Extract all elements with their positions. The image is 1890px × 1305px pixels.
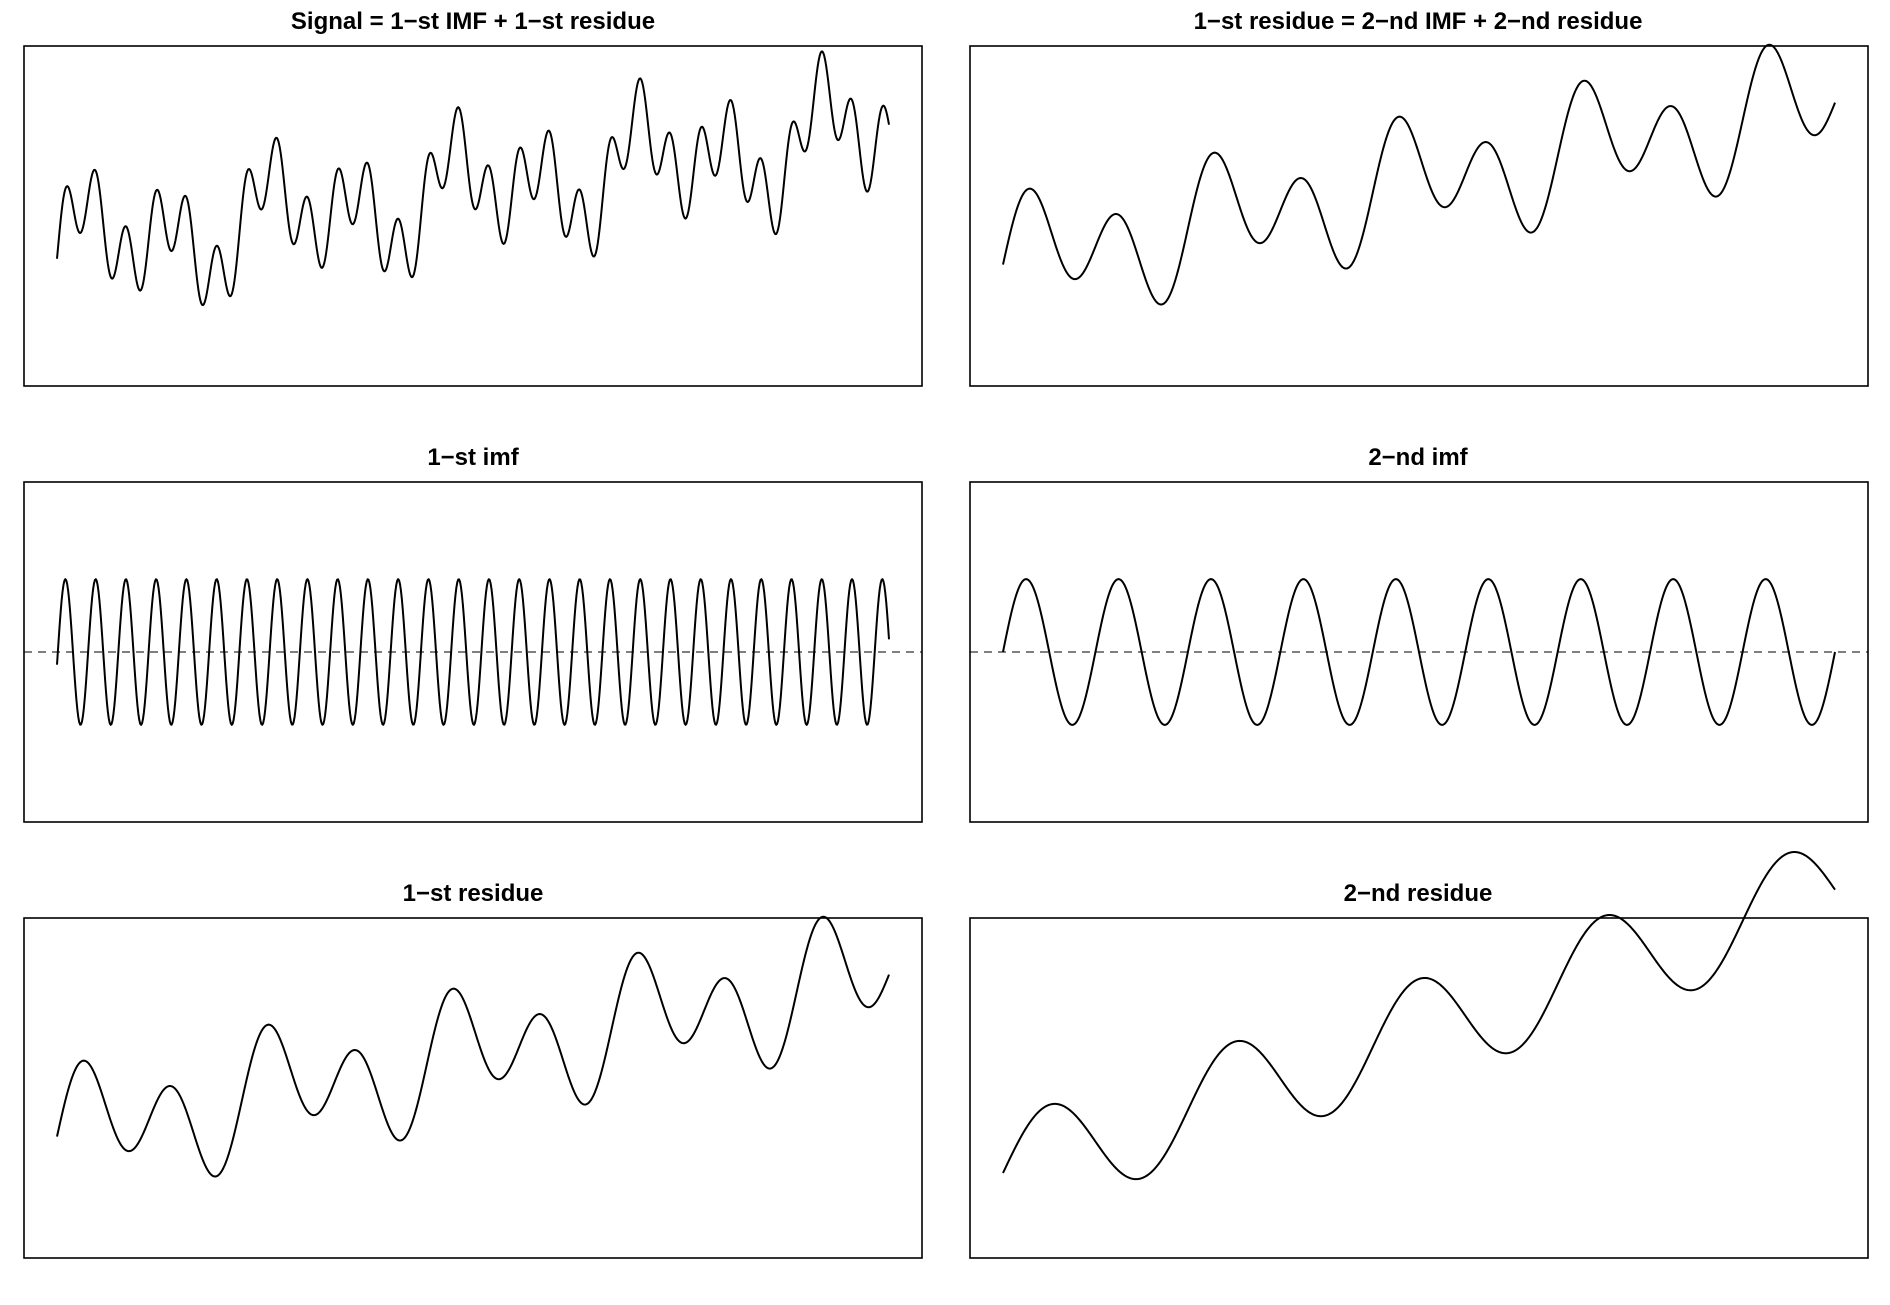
first-imf-line	[56, 578, 890, 726]
plot-frame-signal	[23, 45, 923, 387]
panel-title-first-imf: 1−st imf	[427, 444, 519, 471]
first-residue-decomposition-line	[1002, 43, 1836, 306]
panel-title-first-residue: 1−st residue	[403, 880, 544, 907]
signal-line	[56, 50, 890, 307]
second-imf-line	[1002, 578, 1836, 726]
panel-first-residue-decomposition: 1−st residue = 2−nd IMF + 2−nd residue	[969, 8, 1869, 387]
plot-frame-first-residue-decomposition	[969, 45, 1869, 387]
panel-signal: Signal = 1−st IMF + 1−st residue	[23, 8, 923, 387]
panel-title-second-residue: 2−nd residue	[1344, 880, 1493, 907]
second-residue-line	[1002, 851, 1836, 1181]
panel-first-imf: 1−st imf	[23, 444, 923, 823]
panel-first-residue: 1−st residue	[23, 880, 923, 1259]
plot-frame-second-residue	[969, 917, 1869, 1259]
panel-title-signal: Signal = 1−st IMF + 1−st residue	[291, 8, 655, 35]
first-residue-line	[56, 915, 890, 1178]
panel-second-residue: 2−nd residue	[969, 851, 1869, 1259]
panel-title-second-imf: 2−nd imf	[1368, 444, 1468, 471]
panel-second-imf: 2−nd imf	[969, 444, 1869, 823]
panel-title-first-residue-decomposition: 1−st residue = 2−nd IMF + 2−nd residue	[1194, 8, 1643, 35]
plot-frame-first-residue	[23, 917, 923, 1259]
